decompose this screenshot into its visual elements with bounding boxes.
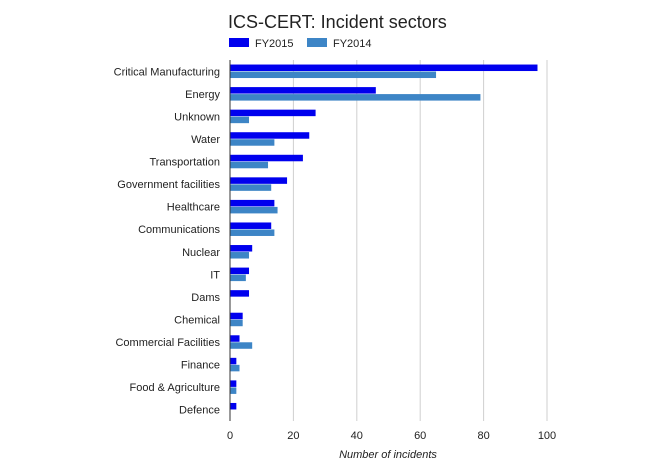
bar-fy2014 xyxy=(230,71,437,79)
bar-fy2015 xyxy=(230,154,303,162)
bar-fy2015 xyxy=(230,87,376,94)
category-label: Transportation xyxy=(149,157,220,169)
bar-fy2015 xyxy=(230,357,237,365)
category-label: Energy xyxy=(185,89,220,101)
category-label: Government facilities xyxy=(117,179,220,191)
category-label: Communications xyxy=(138,224,220,236)
bar-fy2015 xyxy=(230,109,316,117)
chart-title: ICS-CERT: Incident sectors xyxy=(228,12,447,32)
bar-fy2015 xyxy=(230,290,250,297)
legend-label: FY2014 xyxy=(333,38,372,50)
category-label: Healthcare xyxy=(167,202,220,214)
category-label: Dams xyxy=(191,292,220,304)
bar-fy2014 xyxy=(230,319,243,327)
bar-fy2015 xyxy=(230,132,310,139)
gridlines xyxy=(292,60,548,421)
category-label: Food & Agriculture xyxy=(130,382,221,394)
bar-fy2014 xyxy=(230,116,250,124)
bar-fy2014 xyxy=(230,229,275,236)
bar-fy2014 xyxy=(230,274,246,282)
legend-swatch xyxy=(229,38,249,47)
bars xyxy=(230,64,538,410)
bar-fy2014 xyxy=(230,94,481,101)
category-label: IT xyxy=(210,269,220,281)
x-tick-label: 20 xyxy=(287,430,299,442)
bar-fy2015 xyxy=(230,312,243,320)
category-label: Nuclear xyxy=(182,247,220,259)
category-labels: Critical Manufacturing Energy Unknown Water… xyxy=(114,66,221,416)
bar-fy2014 xyxy=(230,161,269,169)
category-label: Chemical xyxy=(174,314,220,326)
bar-fy2015 xyxy=(230,402,237,410)
category-label: Critical Manufacturing xyxy=(114,66,220,78)
bar-fy2015 xyxy=(230,222,272,229)
bar-fy2015 xyxy=(230,267,250,275)
x-tick-label: 80 xyxy=(477,430,489,442)
x-tick-label: 100 xyxy=(538,430,556,442)
bar-fy2014 xyxy=(230,139,275,146)
x-axis-title: Number of incidents xyxy=(339,449,437,461)
bar-fy2015 xyxy=(230,245,253,252)
legend-swatch xyxy=(307,38,327,47)
bar-fy2015 xyxy=(230,199,275,207)
bar-fy2014 xyxy=(230,184,272,191)
x-tick-label: 40 xyxy=(351,430,363,442)
bar-fy2015 xyxy=(230,380,237,387)
category-label: Unknown xyxy=(174,111,220,123)
x-tick-label: 0 xyxy=(227,430,233,442)
x-tick-label: 60 xyxy=(414,430,426,442)
bar-fy2015 xyxy=(230,64,538,72)
x-tick-labels: 0 20 40 60 80 100 xyxy=(227,430,556,442)
category-label: Defence xyxy=(179,405,220,417)
legend-label: FY2015 xyxy=(255,38,294,50)
bar-fy2014 xyxy=(230,252,250,259)
category-label: Finance xyxy=(181,360,220,372)
category-label: Water xyxy=(191,134,220,146)
legend: FY2015 FY2014 xyxy=(229,38,372,50)
category-label: Commercial Facilities xyxy=(115,337,220,349)
bar-fy2014 xyxy=(230,342,253,349)
bar-fy2014 xyxy=(230,364,240,372)
bar-fy2014 xyxy=(230,206,278,214)
bar-fy2015 xyxy=(230,177,288,184)
bar-fy2015 xyxy=(230,335,240,342)
bar-fy2014 xyxy=(230,387,237,394)
